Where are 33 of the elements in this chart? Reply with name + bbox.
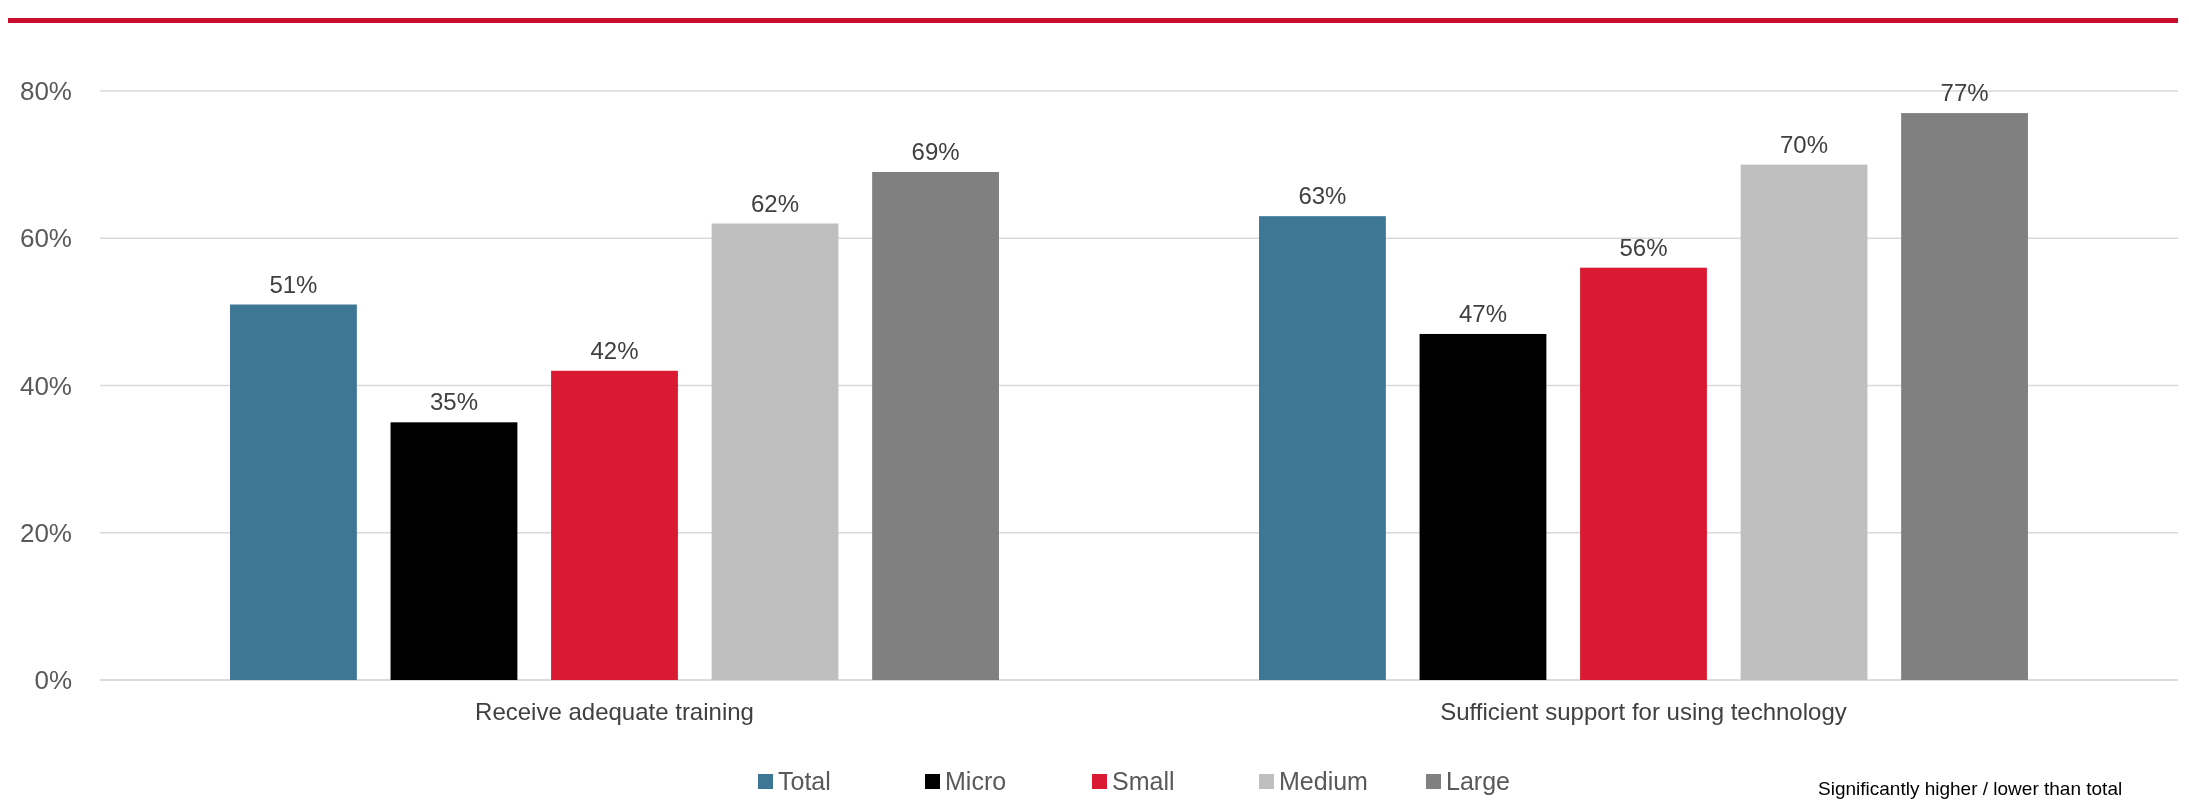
- data-label: 47%: [1458, 299, 1507, 327]
- data-label: 70%: [1780, 130, 1829, 158]
- bar: [711, 223, 839, 680]
- legend-label: Large: [1446, 767, 1510, 795]
- bar: [230, 304, 357, 680]
- x-tick-label: Receive adequate training: [475, 698, 754, 725]
- text: Significantly higher / lower than total: [1818, 778, 2123, 799]
- x-tick-label: Sufficient support for using technology: [1440, 698, 1847, 725]
- legend-label: Small: [1112, 767, 1175, 795]
- y-tick-label: 20%: [19, 517, 72, 548]
- data-label: 69%: [911, 137, 960, 165]
- y-tick-label: 40%: [19, 370, 72, 401]
- bar: [390, 422, 518, 680]
- bar: [1259, 216, 1386, 680]
- bar: [1580, 267, 1707, 680]
- bar: [872, 171, 999, 680]
- data-label: 77%: [1940, 79, 1989, 107]
- data-label: 35%: [429, 388, 478, 416]
- data-label: 56%: [1619, 233, 1668, 261]
- data-label: 62%: [751, 189, 800, 217]
- data-label: 42%: [590, 336, 639, 364]
- data-label: 51%: [269, 270, 318, 298]
- y-tick-label: 0%: [34, 665, 72, 696]
- y-tick-label: 80%: [19, 76, 72, 107]
- legend-label: Micro: [945, 767, 1007, 795]
- data-label: 63%: [1298, 182, 1347, 210]
- bar: [1740, 164, 1868, 680]
- bar: [551, 370, 678, 680]
- legend-label: Medium: [1279, 767, 1368, 795]
- y-tick-label: 60%: [19, 223, 72, 254]
- bar: [1419, 333, 1547, 680]
- legend-label: Total: [778, 767, 831, 795]
- bar: [1901, 113, 2028, 680]
